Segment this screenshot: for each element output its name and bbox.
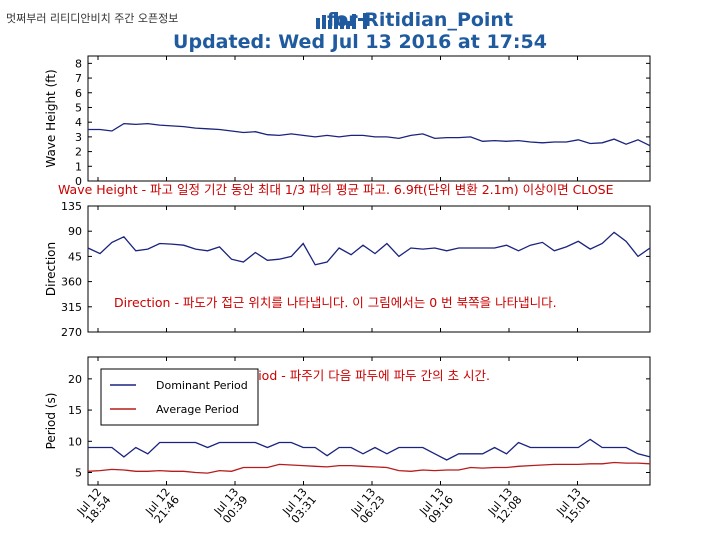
y-tick-label: 360 <box>61 276 82 289</box>
y-tick-label: 8 <box>75 57 82 70</box>
y-tick-label: 2 <box>75 146 82 159</box>
y-tick-label: 0 <box>75 175 82 188</box>
y-tick-label: 15 <box>68 404 82 417</box>
plot-frame <box>87 55 651 182</box>
legend: Dominant Period Average Period <box>100 368 259 426</box>
y-tick-label: 20 <box>68 373 82 386</box>
legend-label: Average Period <box>156 403 239 416</box>
y-axis-label: Direction <box>44 242 58 296</box>
legend-label: Dominant Period <box>156 379 248 392</box>
plot-frame <box>87 205 651 333</box>
series-line-panel-2 <box>87 231 651 266</box>
y-tick-label: 3 <box>75 131 82 144</box>
annotation-period: Wave Period - 파주기 다음 파두에 파두 간의 초 시간. <box>200 368 490 383</box>
y-tick-label: 10 <box>68 435 82 448</box>
updated-timestamp: Updated: Wed Jul 13 2016 at 17:54 <box>173 31 547 53</box>
site-title: 멋쩌부러 리티디안비치 주간 오픈정보 <box>6 12 179 25</box>
series-line-panel-1 <box>88 122 651 147</box>
y-tick-label: 270 <box>61 326 82 339</box>
y-axis-label: Wave Height (ft) <box>44 69 58 167</box>
y-tick-label: 4 <box>75 116 82 129</box>
brand-logo-icon <box>316 12 372 29</box>
y-tick-label: 90 <box>68 225 82 238</box>
series-line-average-period <box>87 461 651 474</box>
chart-panel-2: 270 315 360 45 90 135 Direction <box>44 200 651 339</box>
y-tick-label: 6 <box>75 87 82 100</box>
y-tick-label: 5 <box>75 467 82 480</box>
y-tick-label: 45 <box>68 250 82 263</box>
y-tick-label: 5 <box>75 101 82 114</box>
y-tick-label: 1 <box>75 160 82 173</box>
page-title: for Ritidian_Point <box>326 9 514 31</box>
y-tick-label: 315 <box>61 301 82 314</box>
legend-box <box>100 368 259 426</box>
series-line-dominant-period <box>88 438 651 461</box>
y-axis-label: Period (s) <box>44 393 58 450</box>
annotation-direction: Direction - 파도가 접근 위치를 나타냅니다. 이 그림에서는 0 … <box>114 295 557 310</box>
annotation-wave-height: Wave Height - 파고 일정 기간 동안 최대 1/3 파의 평균 파… <box>58 182 614 197</box>
y-tick-label: 135 <box>61 200 82 213</box>
y-tick-label: 7 <box>75 72 82 85</box>
